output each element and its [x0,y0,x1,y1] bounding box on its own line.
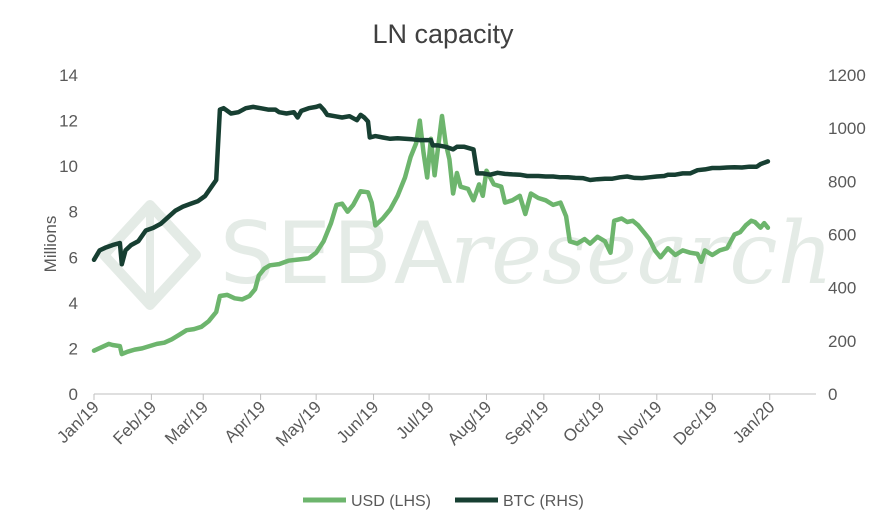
y-left-tick-label: 0 [69,385,78,404]
legend: USD (LHS) BTC (RHS) [303,493,584,510]
y-right-tick-label: 1000 [828,119,866,138]
y-left-tick-label: 12 [59,112,78,131]
y-right-tick-label: 1200 [828,66,866,85]
series-layer [91,103,771,357]
x-tick-label: Jan/19 [53,397,103,447]
x-tick-label: Mar/19 [161,397,212,448]
legend-item-usd: USD (LHS) [303,493,431,510]
x-axis-tick-marks [93,394,771,400]
y-left-tick-label: 4 [69,294,78,313]
x-tick-label: Jun/19 [333,397,383,447]
right-axis-ticks: 0 200 400 600 800 1000 1200 [828,66,866,404]
watermark-text-plain: SEBA [220,204,455,304]
x-tick-label: Aug/19 [444,397,496,449]
y-left-tick-label: 2 [69,339,78,358]
y-right-tick-label: 400 [828,279,856,298]
y-left-tick-label: 6 [69,248,78,267]
y-right-tick-label: 0 [828,385,837,404]
x-tick-label: Jan/20 [729,397,779,447]
x-axis-ticks: Jan/19 Feb/19 Mar/19 Apr/19 May/19 Jun/19 Jul/… [53,397,778,450]
watermark-logo-icon [99,200,201,310]
x-tick-label: Jul/19 [392,397,438,443]
left-axis-ticks: 0 2 4 6 8 10 12 14 [59,66,78,404]
watermark-text-italic: research [450,204,833,304]
y-left-tick-label: 8 [69,203,78,222]
legend-label-usd: USD (LHS) [351,493,431,510]
x-tick-label: Sep/19 [501,397,553,449]
x-tick-label: Dec/19 [670,397,722,449]
y-left-tick-label: 10 [59,157,78,176]
legend-item-btc: BTC (RHS) [455,493,584,510]
series-line-btc [91,103,771,267]
legend-label-btc: BTC (RHS) [503,493,584,510]
x-tick-label: May/19 [272,397,325,450]
y-left-axis-label: Millions [41,216,60,273]
x-tick-label: Apr/19 [221,397,270,446]
x-tick-label: Oct/19 [559,397,608,446]
y-right-tick-label: 800 [828,172,856,191]
x-tick-label: Nov/19 [614,397,666,449]
series-line-usd [91,113,771,357]
x-tick-label: Feb/19 [109,397,160,448]
y-right-tick-label: 200 [828,332,856,351]
watermark: SEBA research [99,200,833,310]
chart-title: LN capacity [372,19,514,49]
y-left-tick-label: 14 [59,66,78,85]
y-right-tick-label: 600 [828,226,856,245]
